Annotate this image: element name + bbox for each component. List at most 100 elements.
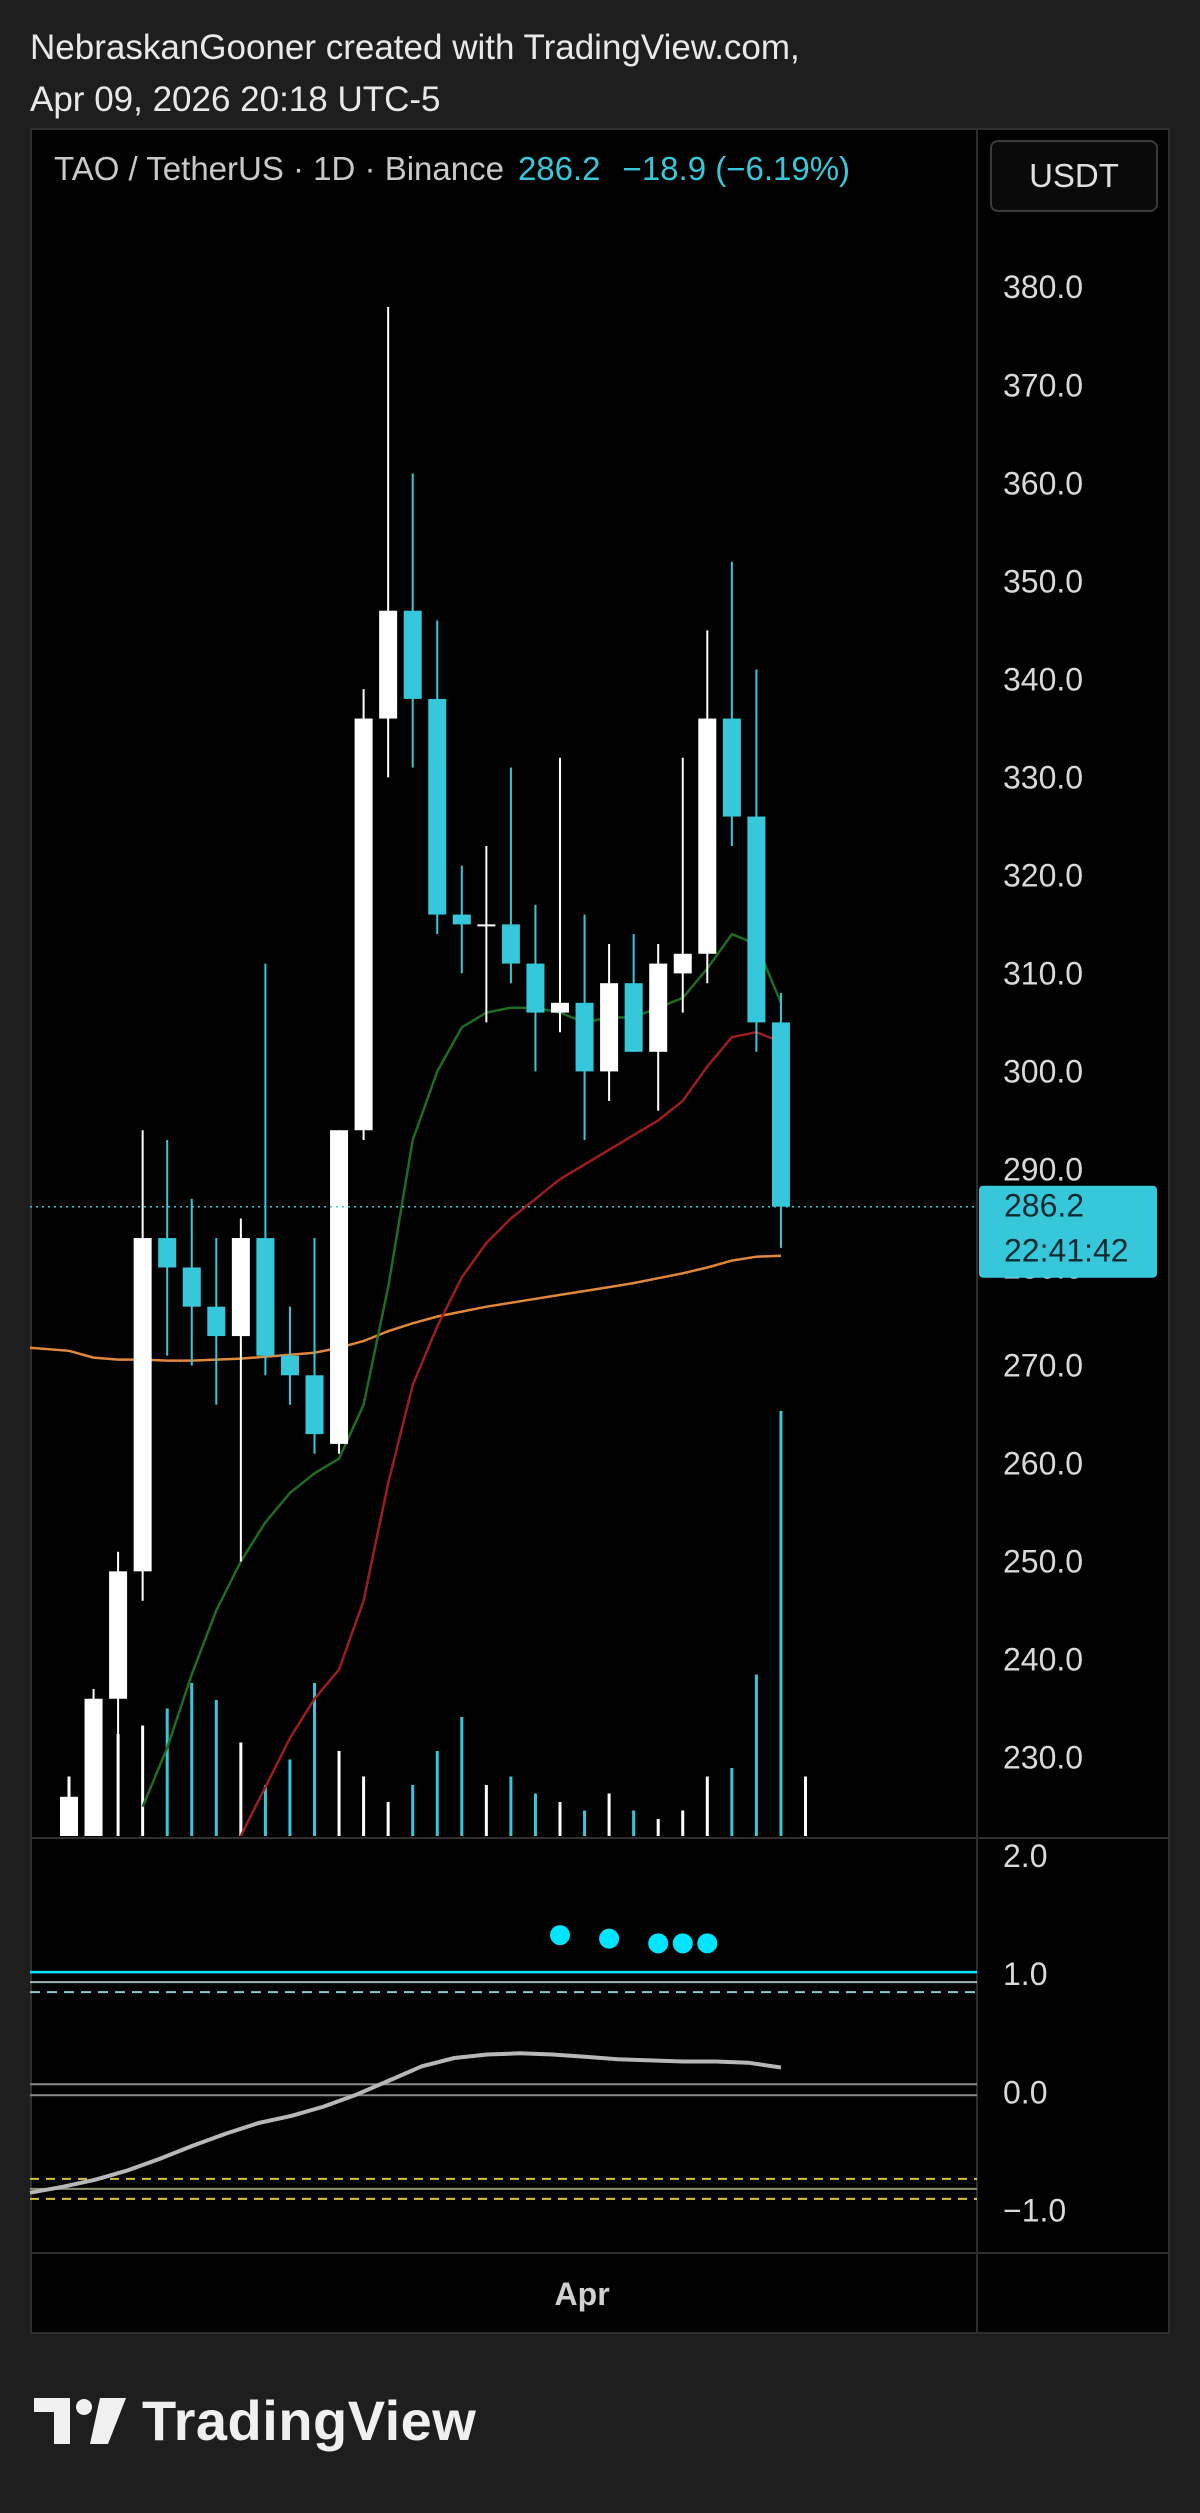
candle-body [182,1267,201,1307]
oscillator-line [29,2051,782,2195]
candle-body [158,1238,177,1268]
candle-body [600,983,619,1072]
volume-bar [165,1708,169,1836]
candle-body [109,1571,128,1699]
volume-bar [730,1768,734,1836]
price-axis-tick: 320.0 [1003,857,1083,893]
volume-bar [558,1802,562,1836]
last-price: 286.2 [517,150,601,187]
candle-body [330,1130,349,1444]
ma-slow-line [30,1254,782,1362]
oscillator-axis-tick: 1.0 [1003,1956,1047,1992]
chart-caption: NebraskanGooner created with TradingView… [30,22,800,126]
volume-bar [484,1785,488,1836]
volume-bar [386,1802,390,1836]
price-axis-tick: 360.0 [1003,465,1083,501]
price-axis-tick: 250.0 [1003,1544,1083,1580]
candle-body [747,816,766,1023]
price-change: −18.9 (−6.19%) [622,150,851,187]
volume-bar [779,1411,783,1836]
main-pane [30,306,807,1836]
candle-body [452,914,471,925]
volume-bar [239,1742,243,1836]
candle-body [526,963,545,1013]
price-axis-tick: 380.0 [1003,269,1083,305]
volume-bar [411,1785,415,1836]
volume-bar [754,1674,758,1836]
candle-body [256,1238,275,1356]
last-price-label-box [979,1185,1157,1278]
candle-body [673,953,692,974]
candle-body [84,1698,103,1836]
volume-bar [460,1717,464,1836]
volume-bar [681,1810,685,1836]
signal-dot [697,1933,718,1954]
candle-body [551,1002,569,1013]
price-axis-tick: 310.0 [1003,955,1083,991]
volume-bar [141,1725,145,1836]
volume-bar [656,1819,660,1836]
last-price-label: 286.2 [1004,1188,1084,1224]
candle-body [771,1022,790,1207]
price-axis-tick: 230.0 [1003,1740,1083,1776]
volume-bar [214,1700,218,1836]
candle-body [649,963,668,1052]
candle-body [403,610,422,699]
signal-dot [599,1928,620,1949]
bar-countdown-label: 22:41:42 [1004,1233,1129,1269]
candle-body [305,1375,324,1435]
caption-author-line: NebraskanGooner created with TradingView… [30,28,800,67]
candle-body [231,1238,250,1337]
ma-fast-line [141,932,783,1808]
price-axis-tick: 290.0 [1003,1151,1083,1187]
candle-body [207,1306,226,1337]
volume-bar [116,1734,120,1836]
candle-body [722,718,741,817]
oscillator-axis-tick: 0.0 [1003,2074,1047,2110]
price-axis-tick: 260.0 [1003,1446,1083,1482]
volume-bar [632,1810,636,1836]
tradingview-wordmark: TradingView [142,2389,477,2452]
price-axis-tick: 270.0 [1003,1347,1083,1383]
price-axis-tick: 340.0 [1003,661,1083,697]
candle-body [501,924,520,964]
tradingview-logo: TradingView [34,2388,476,2453]
candle-body [698,718,717,954]
volume-bar [263,1785,267,1836]
symbol-info[interactable]: TAO / TetherUS · 1D · Binance [54,150,504,187]
price-axis-tick: 350.0 [1003,563,1083,599]
candle-body [60,1796,78,1836]
volume-bar [509,1776,513,1836]
volume-bar [583,1810,587,1836]
candle-body [354,718,373,1131]
price-axis-tick: 370.0 [1003,367,1083,403]
volume-bar [435,1751,439,1836]
volume-bar [190,1683,194,1836]
candle-body [428,698,447,915]
volume-bar [607,1793,611,1836]
symbol-header: TAO / TetherUS · 1D · Binance 286.2 −18.9 … [54,150,850,188]
candle-body [624,983,643,1052]
volume-bar [705,1776,709,1836]
volume-bar [337,1751,341,1836]
volume-bar [313,1683,316,1836]
currency-button[interactable]: USDT [990,140,1158,212]
oscillator-axis-tick: −1.0 [1003,2192,1066,2228]
tradingview-logo-icon [34,2397,126,2444]
candle-body [477,924,496,927]
signal-dot [550,1925,570,1946]
volume-bar [288,1759,292,1836]
volume-bar [804,1776,807,1836]
oscillator-axis-tick: 2.0 [1003,1838,1047,1874]
candle-body [133,1238,152,1572]
candle-body [280,1355,299,1376]
caption-date-line: Apr 09, 2026 20:18 UTC-5 [30,80,441,119]
ma-mid-line [239,1030,782,1836]
signal-dot [672,1933,693,1954]
time-axis-tick: Apr [555,2276,610,2312]
candle-body [379,610,398,719]
volume-bar [533,1793,537,1836]
candle-body [575,1002,594,1072]
price-axis-tick: 300.0 [1003,1053,1083,1089]
